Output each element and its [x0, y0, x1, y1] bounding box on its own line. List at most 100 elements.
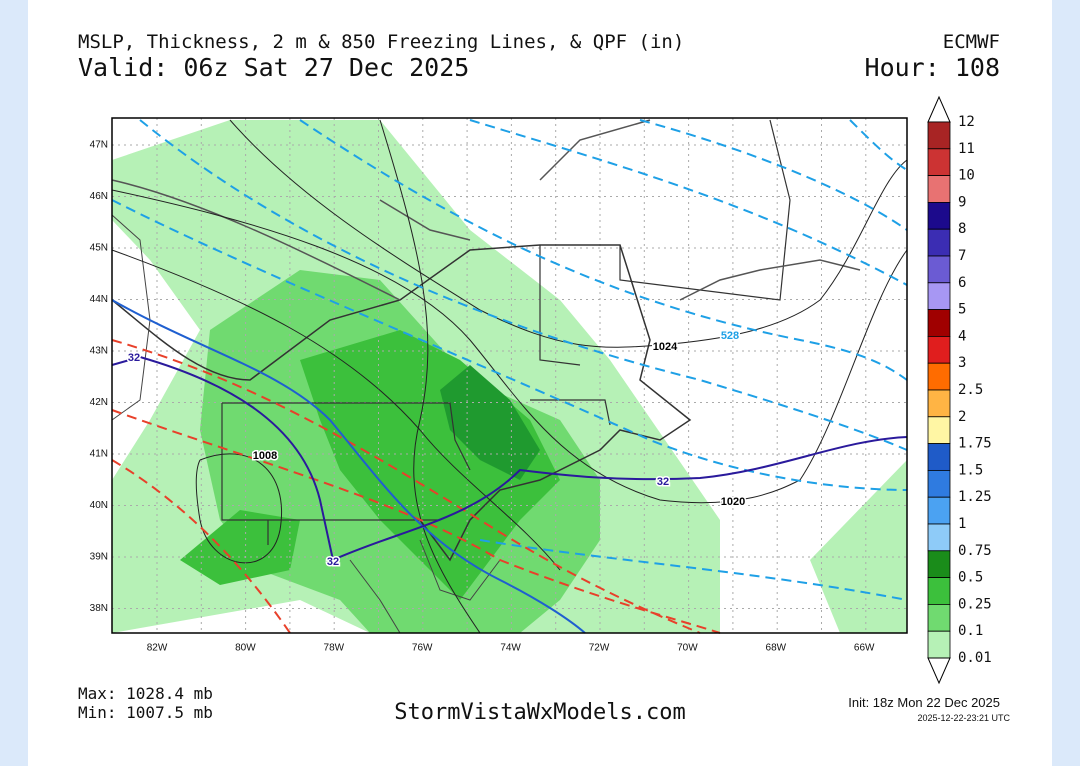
lon-label: 82W [147, 643, 168, 654]
contour-label: 32 [128, 352, 140, 364]
colorbar-label: 12 [958, 114, 975, 130]
boundary [111, 244, 692, 562]
colorbar-swatch [927, 550, 951, 578]
colorbar-swatch [927, 309, 951, 337]
boundary [221, 119, 791, 545]
colorbar-swatch [927, 416, 951, 444]
colorbar-label: 0.01 [958, 650, 992, 666]
thickness-line [479, 539, 908, 601]
lat-label: 43N [90, 346, 108, 357]
colorbar-label: 0.1 [958, 623, 983, 639]
lon-label: 70W [677, 643, 698, 654]
freezing-line-850 [111, 355, 908, 562]
contour-label: 1008 [253, 450, 277, 462]
colorbar-swatch [927, 630, 951, 659]
colorbar-label: 5 [958, 302, 966, 318]
map-frame [111, 117, 908, 634]
qpf-area [810, 460, 907, 633]
colorbar-swatch [927, 443, 951, 471]
lat-label: 46N [90, 191, 108, 202]
lon-label: 74W [500, 643, 521, 654]
contour-label: 1020 [721, 496, 745, 508]
lat-label: 39N [90, 552, 108, 563]
freezing-line-blue [111, 299, 586, 634]
lon-label: 66W [854, 643, 875, 654]
thickness-line [639, 119, 908, 231]
colorbar-swatch [927, 523, 951, 552]
lon-label: 76W [412, 643, 433, 654]
colorbar-swatch [927, 469, 951, 498]
isobar [229, 119, 908, 348]
thickness-line [849, 119, 908, 171]
colorbar-swatch [927, 201, 951, 230]
contour-label: 528 [721, 330, 739, 342]
colorbar-label: 7 [958, 248, 966, 264]
isobar [195, 453, 282, 564]
lon-label: 78W [324, 643, 345, 654]
colorbar-swatch [927, 389, 951, 418]
lat-label: 40N [90, 500, 108, 511]
lat-label: 45N [90, 243, 108, 254]
colorbar-label: 11 [958, 141, 975, 157]
model: ECMWF [943, 31, 1000, 53]
qpf-area [440, 365, 540, 480]
colorbar-label: 10 [958, 168, 975, 184]
colorbar-label: 1.5 [958, 462, 983, 478]
colorbar-swatch [927, 362, 951, 391]
contour-label: 1024 [653, 341, 678, 353]
colorbar-label: 1.25 [958, 489, 992, 505]
freezing-line-2m [111, 409, 721, 634]
init-time: Init: 18z Mon 22 Dec 2025 [848, 695, 1000, 710]
colorbar-label: 0.25 [958, 596, 992, 612]
colorbar-label: 2 [958, 409, 966, 425]
thickness-line [111, 199, 908, 491]
colorbar-label: 0.75 [958, 543, 992, 559]
lat-label: 47N [90, 140, 108, 151]
contour-label: 32 [327, 556, 339, 568]
colorbar-swatch [927, 228, 951, 257]
colorbar-label: 1 [958, 516, 966, 532]
lat-label: 41N [90, 449, 108, 460]
thickness-line [469, 119, 908, 286]
colorbar-cap [927, 657, 951, 685]
qpf-area [180, 510, 300, 585]
lon-label: 72W [589, 643, 610, 654]
colorbar-label: 6 [958, 275, 966, 291]
colorbar-swatch [927, 148, 951, 177]
colorbar-swatch [927, 121, 951, 150]
boundary [111, 119, 861, 301]
colorbar-label: 4 [958, 328, 966, 344]
lat-label: 42N [90, 397, 108, 408]
timestamp: 2025-12-22-23:21 UTC [917, 713, 1010, 723]
thickness-line [139, 119, 908, 451]
colorbar-swatch [927, 577, 951, 605]
contour-label: 32 [657, 476, 669, 488]
colorbar-swatch [927, 604, 951, 632]
isobar [111, 189, 908, 504]
colorbar-swatch [927, 255, 951, 284]
freezing-line-2m [111, 459, 291, 634]
colorbar-label: 0.5 [958, 570, 983, 586]
title: MSLP, Thickness, 2 m & 850 Freezing Line… [78, 31, 684, 53]
colorbar-swatch [927, 282, 951, 310]
site: StormVistaWxModels.com [394, 700, 685, 725]
lat-label: 38N [90, 603, 108, 614]
isobar [379, 119, 481, 634]
forecast-hour: Hour: 108 [865, 53, 1000, 82]
colorbar-label: 9 [958, 194, 966, 210]
isobar [111, 249, 561, 571]
colorbar-label: 2.5 [958, 382, 983, 398]
freezing-line-2m [111, 339, 701, 634]
min-pressure: Min: 1007.5 mb [78, 703, 213, 722]
colorbar-swatch [927, 175, 951, 203]
lon-label: 68W [766, 643, 787, 654]
lon-label: 80W [235, 643, 256, 654]
lat-label: 44N [90, 294, 108, 305]
colorbar-cap [927, 95, 951, 123]
colorbar-label: 1.75 [958, 436, 992, 452]
colorbar-swatch [927, 496, 951, 525]
colorbar-swatch [927, 335, 951, 364]
max-pressure: Max: 1028.4 mb [78, 684, 213, 703]
colorbar-label: 3 [958, 355, 966, 371]
